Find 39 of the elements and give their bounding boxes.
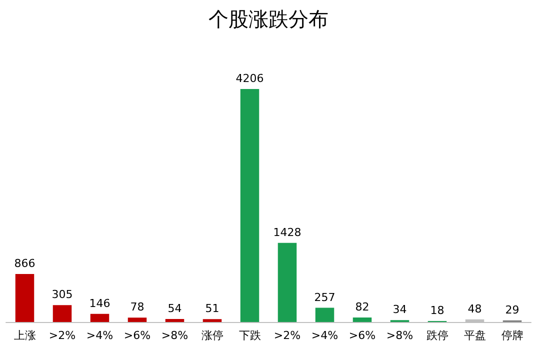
bar xyxy=(165,319,184,322)
x-tick-label: >4% xyxy=(86,329,114,342)
x-tick-label: 停牌 xyxy=(501,329,524,342)
bar xyxy=(315,308,334,322)
data-label: 146 xyxy=(89,296,110,310)
x-tick-label: >8% xyxy=(386,329,414,342)
data-label: 54 xyxy=(168,302,182,316)
chart-title: 个股涨跌分布 xyxy=(208,7,328,31)
x-tick-label: >2% xyxy=(274,329,301,342)
bar xyxy=(278,242,297,322)
data-label: 18 xyxy=(430,304,444,318)
data-label: 51 xyxy=(205,302,220,316)
bar xyxy=(15,274,34,322)
data-label: 78 xyxy=(130,300,144,314)
data-label: 4206 xyxy=(236,72,264,85)
data-label: 257 xyxy=(314,290,336,304)
bar xyxy=(128,318,147,322)
bar xyxy=(240,88,260,322)
data-label: 305 xyxy=(52,288,73,302)
bar xyxy=(90,314,110,322)
data-label: 29 xyxy=(505,303,520,316)
x-tick-label: >6% xyxy=(348,329,376,342)
bar xyxy=(52,305,72,322)
x-tick-label: >6% xyxy=(124,329,151,342)
data-label: 866 xyxy=(14,257,36,270)
bar xyxy=(352,317,372,322)
data-label: 1428 xyxy=(273,226,302,239)
x-tick-label: 平盘 xyxy=(464,329,486,342)
x-tick-label: >8% xyxy=(161,329,188,342)
x-tick-label: >2% xyxy=(48,329,76,342)
data-label: 82 xyxy=(355,300,370,314)
x-tick-label: 上涨 xyxy=(14,329,36,342)
bar xyxy=(202,319,222,322)
data-label: 34 xyxy=(392,303,407,316)
x-tick-label: 涨停 xyxy=(201,329,224,342)
x-tick-label: 跌停 xyxy=(426,329,448,342)
x-tick-label: >4% xyxy=(311,329,338,342)
x-tick-label: 下跌 xyxy=(238,329,261,342)
data-label: 48 xyxy=(468,302,482,316)
